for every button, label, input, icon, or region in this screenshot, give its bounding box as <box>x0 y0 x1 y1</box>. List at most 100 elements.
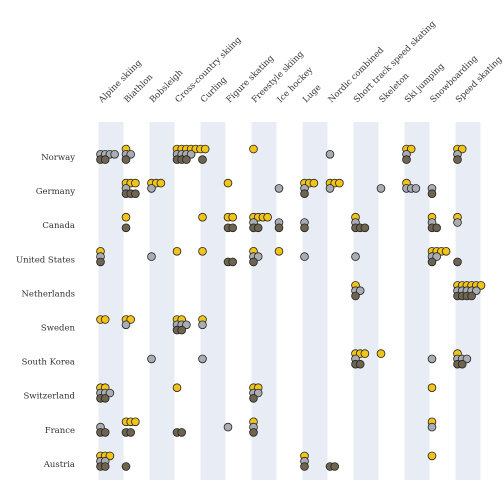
medal-gold-sweden-biathlon <box>126 315 135 324</box>
country-label-united-states: United States <box>16 255 75 265</box>
medal-bronze-united-states-alpine-skiing <box>96 257 105 267</box>
medal-gold-norway-freestyle-skiing <box>249 144 258 154</box>
medal-gold-canada-curling <box>198 212 207 222</box>
band-speed-skating <box>455 122 481 480</box>
medal-bronze-canada-freestyle-skiing <box>253 223 263 233</box>
medal-silver-south-korea-speed-skating <box>462 354 472 364</box>
medal-gold-austria-alpine-skiing <box>105 451 115 461</box>
medal-silver-netherlands-short-track-speed-skating <box>355 286 365 296</box>
country-label-norway: Norway <box>41 153 75 163</box>
medal-gold-united-states-curling <box>198 247 207 256</box>
medal-silver-united-states-luge <box>300 252 309 261</box>
medal-gold-norway-speed-skating <box>457 144 467 154</box>
medal-bronze-france-freestyle-skiing <box>249 428 258 437</box>
medal-bronze-netherlands-speed-skating <box>467 291 476 301</box>
medal-gold-united-states-cross-country-skiing <box>172 247 182 256</box>
medal-silver-switzerland-alpine-skiing <box>105 388 115 398</box>
medal-bronze-norway-biathlon <box>121 155 131 164</box>
sport-labels: Alpine skiingBiathlonBobsleighCross-coun… <box>96 19 504 106</box>
medal-silver-france-snowboarding <box>427 422 437 432</box>
country-label-south-korea: South Korea <box>22 358 75 368</box>
country-label-austria: Austria <box>43 460 75 470</box>
band-bobsleigh <box>149 122 175 480</box>
medal-silver-south-korea-snowboarding <box>427 354 437 364</box>
medal-bronze-norway-ski-jumping <box>402 155 411 164</box>
medal-gold-south-korea-short-track-speed-skating <box>360 349 370 358</box>
medal-gold-germany-biathlon <box>131 178 140 188</box>
medal-silver-netherlands-speed-skating <box>471 286 481 296</box>
sport-label-luge: Luge <box>301 83 323 105</box>
medal-bronze-united-states-figure-skating <box>228 257 238 267</box>
medal-bronze-sweden-cross-country-skiing <box>177 325 187 335</box>
medal-bronze-norway-cross-country-skiing <box>182 155 191 164</box>
medal-silver-france-figure-skating <box>223 422 233 432</box>
medal-silver-switzerland-freestyle-skiing <box>253 388 263 398</box>
medal-gold-germany-bobsleigh <box>156 178 166 188</box>
medal-bronze-norway-curling <box>198 155 207 164</box>
medal-bronze-united-states-speed-skating <box>453 257 462 267</box>
medal-silver-norway-cross-country-skiing <box>186 150 196 159</box>
band-curling <box>200 122 226 480</box>
medal-bronze-canada-short-track-speed-skating <box>360 223 370 233</box>
medal-bronze-austria-luge <box>300 462 309 471</box>
band-luge <box>302 122 328 480</box>
medal-bronze-france-cross-country-skiing <box>177 428 187 437</box>
medal-bronze-norway-alpine-skiing <box>100 155 110 164</box>
medal-bronze-austria-nordic-combined <box>330 462 340 471</box>
medal-gold-germany-luge <box>309 178 319 188</box>
medal-silver-sweden-biathlon <box>121 320 131 330</box>
medal-silver-norway-alpine-skiing <box>110 150 119 159</box>
medal-bronze-france-biathlon <box>126 428 135 437</box>
medal-bronze-united-states-snowboarding <box>427 257 437 267</box>
medal-gold-france-biathlon <box>131 417 140 427</box>
country-label-switzerland: Switzerland <box>23 392 75 402</box>
medal-bronze-south-korea-short-track-speed-skating <box>355 359 365 369</box>
medal-bronze-norway-speed-skating <box>453 155 462 164</box>
medal-silver-south-korea-bobsleigh <box>147 354 156 364</box>
medal-gold-canada-freestyle-skiing <box>263 212 272 222</box>
medal-bronze-south-korea-speed-skating <box>457 359 467 369</box>
medal-silver-germany-ice-hockey <box>274 184 284 193</box>
medal-silver-canada-speed-skating <box>453 218 462 227</box>
medal-gold-united-states-ice-hockey <box>274 247 284 256</box>
medal-silver-norway-biathlon <box>126 150 135 159</box>
medal-bronze-germany-biathlon <box>131 189 140 199</box>
sport-label-speed-skating: Speed skating <box>454 54 504 105</box>
band-ski-jumping <box>404 122 430 480</box>
medal-bronze-switzerland-alpine-skiing <box>100 393 110 403</box>
medal-gold-norway-cross-country-skiing <box>200 144 210 154</box>
medal-bronze-canada-biathlon <box>121 223 131 233</box>
medal-silver-germany-bobsleigh <box>147 184 156 193</box>
medal-silver-united-states-bobsleigh <box>147 252 156 261</box>
country-labels: Norway Germany Canada United States Netherla… <box>16 153 76 470</box>
band-alpine-skiing <box>98 122 124 480</box>
medal-gold-south-korea-skeleton <box>376 349 386 358</box>
medal-bronze-canada-snowboarding <box>432 223 442 233</box>
medal-bronze-netherlands-short-track-speed-skating <box>351 291 360 301</box>
country-label-sweden: Sweden <box>41 324 76 334</box>
medal-dots <box>96 144 486 471</box>
medal-gold-austria-snowboarding <box>427 451 437 461</box>
medal-bronze-germany-snowboarding <box>427 189 437 199</box>
medal-silver-united-states-snowboarding <box>432 252 442 261</box>
medal-bronze-france-alpine-skiing <box>100 428 110 437</box>
medal-gold-switzerland-snowboarding <box>427 383 437 393</box>
medal-silver-sweden-cross-country-skiing <box>182 320 191 330</box>
medal-silver-germany-nordic-combined <box>325 184 335 193</box>
medal-silver-germany-ski-jumping <box>411 184 421 193</box>
medal-gold-norway-ski-jumping <box>406 144 416 154</box>
medal-gold-germany-figure-skating <box>223 178 233 188</box>
medal-silver-united-states-freestyle-skiing <box>253 252 263 261</box>
medal-gold-germany-nordic-combined <box>335 178 344 188</box>
band-short-track-speed-skating <box>353 122 379 480</box>
country-label-canada: Canada <box>42 221 75 231</box>
medal-silver-norway-nordic-combined <box>325 150 335 159</box>
medal-silver-sweden-curling <box>198 320 207 330</box>
medal-bronze-united-states-freestyle-skiing <box>249 257 258 267</box>
medal-bronze-switzerland-freestyle-skiing <box>249 393 258 403</box>
medal-gold-switzerland-cross-country-skiing <box>172 383 182 393</box>
country-label-france: France <box>45 426 75 436</box>
medal-bronze-austria-biathlon <box>121 462 131 471</box>
medal-silver-south-korea-curling <box>198 354 207 364</box>
